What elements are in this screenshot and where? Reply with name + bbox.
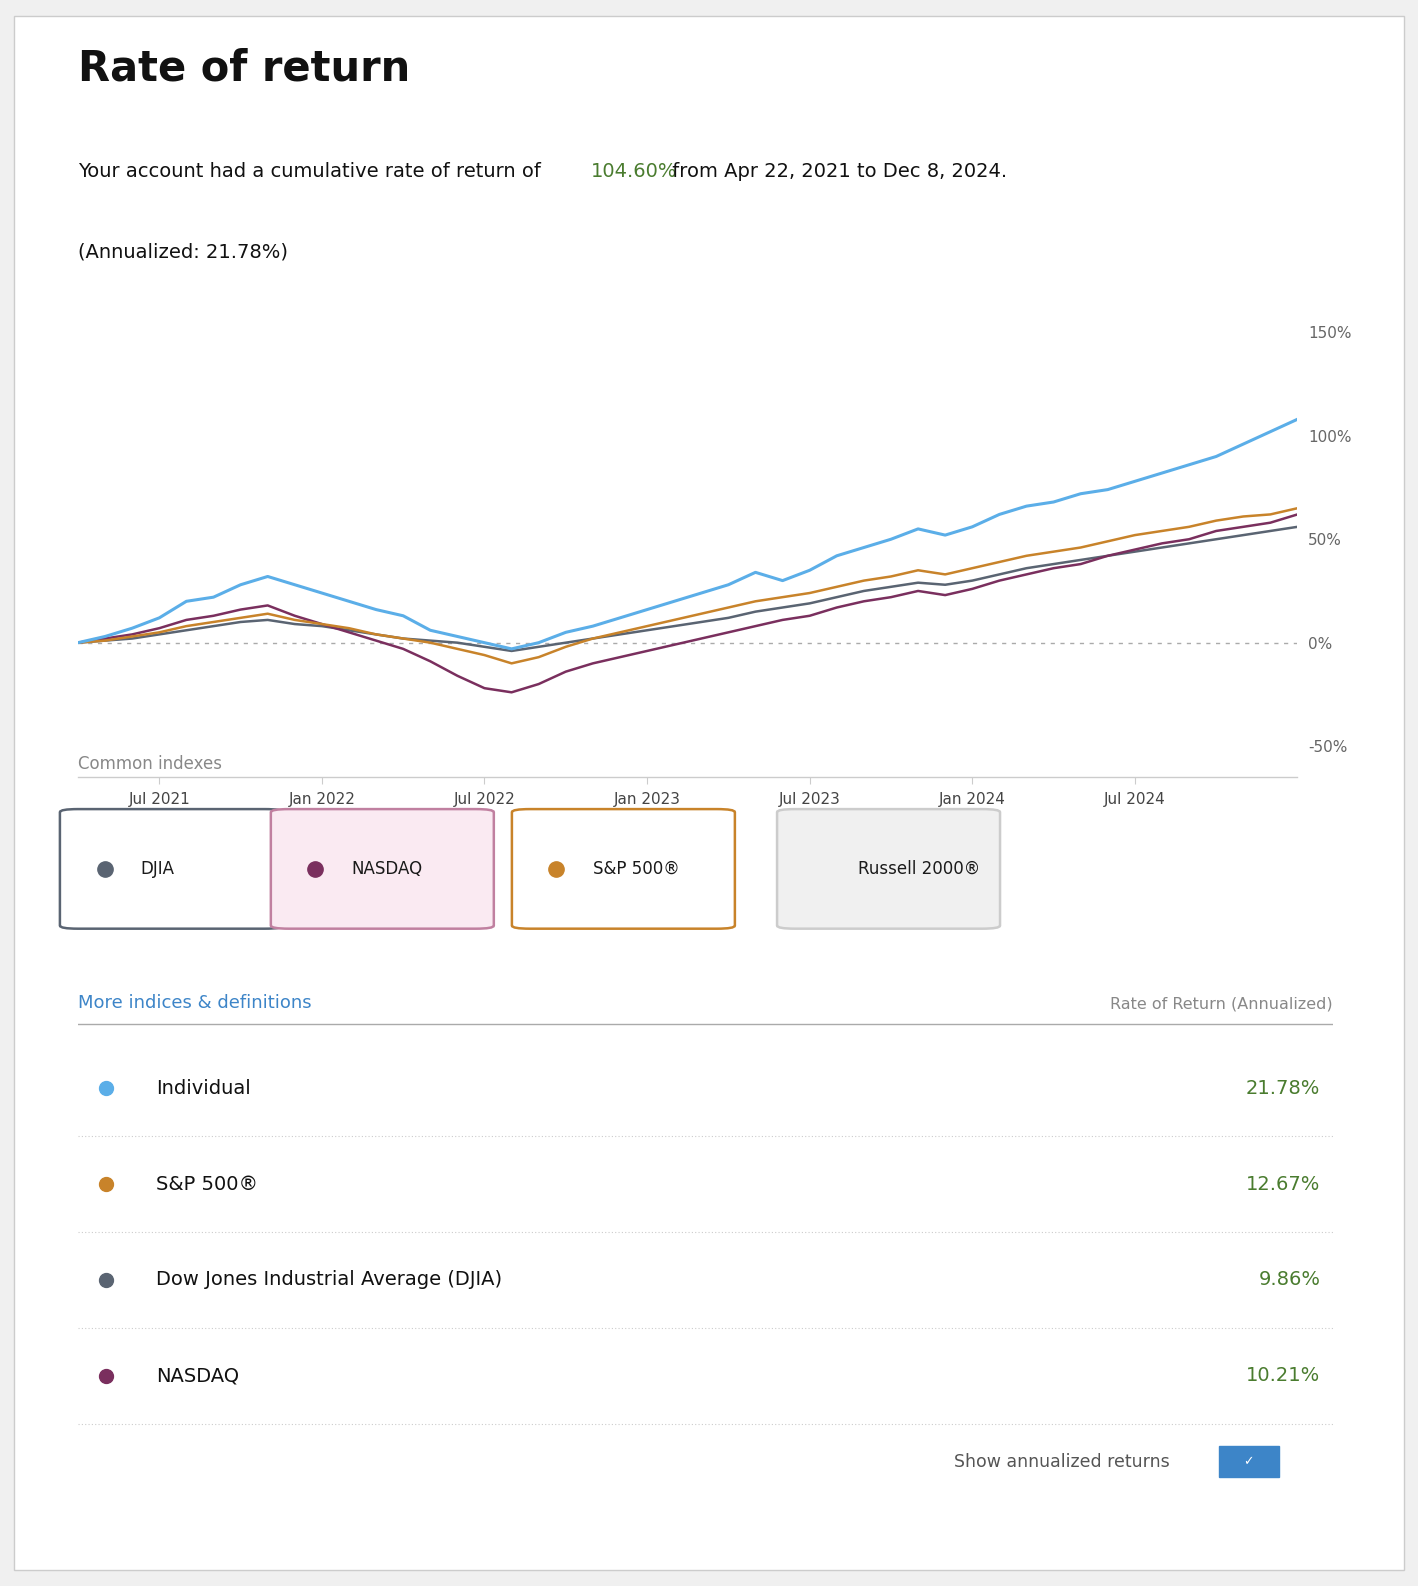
Text: NASDAQ: NASDAQ bbox=[156, 1366, 238, 1385]
Text: Individual: Individual bbox=[156, 1078, 251, 1098]
Text: 9.86%: 9.86% bbox=[1258, 1270, 1320, 1289]
Text: DJIA: DJIA bbox=[140, 860, 174, 879]
Text: 104.60%: 104.60% bbox=[591, 162, 678, 181]
Text: 10.21%: 10.21% bbox=[1246, 1366, 1320, 1385]
Text: Russell 2000®: Russell 2000® bbox=[858, 860, 980, 879]
Text: from Apr 22, 2021 to Dec 8, 2024.: from Apr 22, 2021 to Dec 8, 2024. bbox=[666, 162, 1007, 181]
Text: Show annualized returns: Show annualized returns bbox=[954, 1453, 1170, 1470]
FancyBboxPatch shape bbox=[777, 809, 1000, 929]
FancyBboxPatch shape bbox=[512, 809, 735, 929]
FancyBboxPatch shape bbox=[271, 809, 493, 929]
Text: Rate of Return (Annualized): Rate of Return (Annualized) bbox=[1110, 996, 1333, 1012]
Text: S&P 500®: S&P 500® bbox=[156, 1175, 258, 1194]
FancyBboxPatch shape bbox=[60, 809, 282, 929]
Text: More indices & definitions: More indices & definitions bbox=[78, 993, 312, 1012]
Text: 21.78%: 21.78% bbox=[1246, 1078, 1320, 1098]
Text: S&P 500®: S&P 500® bbox=[593, 860, 679, 879]
Text: Rate of return: Rate of return bbox=[78, 48, 410, 89]
Text: Dow Jones Industrial Average (DJIA): Dow Jones Industrial Average (DJIA) bbox=[156, 1270, 502, 1289]
Text: 12.67%: 12.67% bbox=[1246, 1175, 1320, 1194]
Text: Your account had a cumulative rate of return of: Your account had a cumulative rate of re… bbox=[78, 162, 547, 181]
FancyBboxPatch shape bbox=[1218, 1446, 1279, 1477]
Text: (Annualized: 21.78%): (Annualized: 21.78%) bbox=[78, 243, 288, 262]
Text: How is this calculated?: How is this calculated? bbox=[78, 328, 301, 347]
Text: ✓: ✓ bbox=[1244, 1456, 1254, 1469]
Text: NASDAQ: NASDAQ bbox=[352, 860, 423, 879]
Text: Common indexes: Common indexes bbox=[78, 755, 223, 772]
